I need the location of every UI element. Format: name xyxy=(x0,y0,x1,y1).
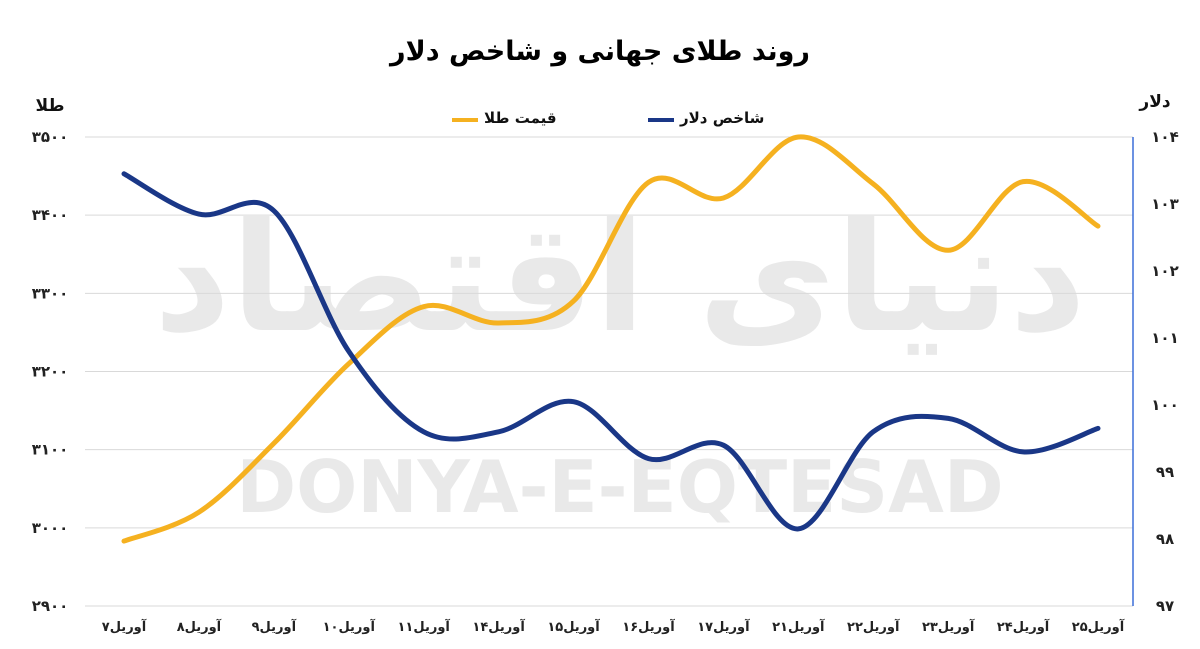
left-tick-label: ۳۴۰۰ xyxy=(32,206,69,224)
right-tick-label: ۱۰۳ xyxy=(1151,195,1178,213)
right-axis-ticks: ۹۷ ۹۸ ۹۹ ۱۰۰ ۱۰۱ ۱۰۲ ۱۰۳ ۱۰۴ xyxy=(1151,128,1178,615)
left-axis-ticks: ۲۹۰۰ ۳۰۰۰ ۳۱۰۰ ۳۲۰۰ ۳۳۰۰ ۳۴۰۰ ۳۵۰۰ xyxy=(32,128,69,615)
x-tick-label: ۲۲آوریل xyxy=(847,618,900,635)
right-tick-label: ۱۰۱ xyxy=(1151,329,1178,347)
left-tick-label: ۳۱۰۰ xyxy=(32,441,69,459)
x-tick-label: ۱۶آوریل xyxy=(622,618,675,635)
right-tick-label: ۹۹ xyxy=(1156,463,1174,481)
x-tick-label: ۷آوریل xyxy=(102,618,147,635)
left-tick-label: ۳۰۰۰ xyxy=(32,519,69,537)
gridlines xyxy=(85,136,1133,607)
x-tick-label: ۲۳آوریل xyxy=(922,618,975,635)
x-tick-label: ۲۴آوریل xyxy=(997,618,1050,635)
x-tick-label: ۱۴آوریل xyxy=(472,618,525,635)
x-axis-ticks: ۷آوریل ۸آوریل ۹آوریل ۱۰آوریل ۱۱آوریل ۱۴آوریل ۱… xyxy=(102,618,1125,635)
left-tick-label: ۳۳۰۰ xyxy=(32,284,69,302)
legend-dollar-label: شاخص دلار xyxy=(679,109,764,127)
x-tick-label: ۸آوریل xyxy=(177,618,222,635)
dollar-index-line xyxy=(121,171,1101,532)
left-tick-label: ۳۵۰۰ xyxy=(32,128,69,146)
x-tick-label: ۲۵آوریل xyxy=(1072,618,1125,635)
left-tick-label: ۲۹۰۰ xyxy=(32,597,69,615)
gold-price-line xyxy=(121,134,1101,544)
right-tick-label: ۹۸ xyxy=(1156,530,1174,548)
right-tick-label: ۱۰۰ xyxy=(1151,396,1178,414)
chart-title: روند طلای جهانی و شاخص دلار xyxy=(388,36,810,67)
right-tick-label: ۱۰۴ xyxy=(1151,128,1178,146)
left-axis-title: طلا xyxy=(36,96,65,116)
legend: قیمت طلا شاخص دلار xyxy=(452,109,764,127)
x-tick-label: ۲۱آوریل xyxy=(772,618,825,635)
legend-gold-label: قیمت طلا xyxy=(484,109,557,127)
x-tick-label: ۱۷آوریل xyxy=(697,618,750,635)
left-tick-label: ۳۲۰۰ xyxy=(32,363,69,381)
x-tick-label: ۱۱آوریل xyxy=(397,618,450,635)
x-tick-label: ۱۰آوریل xyxy=(323,618,376,635)
watermark-english: DONYA-E-EQTESAD xyxy=(236,445,1003,529)
right-tick-label: ۹۷ xyxy=(1156,597,1174,615)
x-tick-label: ۱۵آوریل xyxy=(547,618,600,635)
right-tick-label: ۱۰۲ xyxy=(1151,262,1178,280)
x-tick-label: ۹آوریل xyxy=(252,618,297,635)
right-axis-title: دلار xyxy=(1138,92,1170,112)
